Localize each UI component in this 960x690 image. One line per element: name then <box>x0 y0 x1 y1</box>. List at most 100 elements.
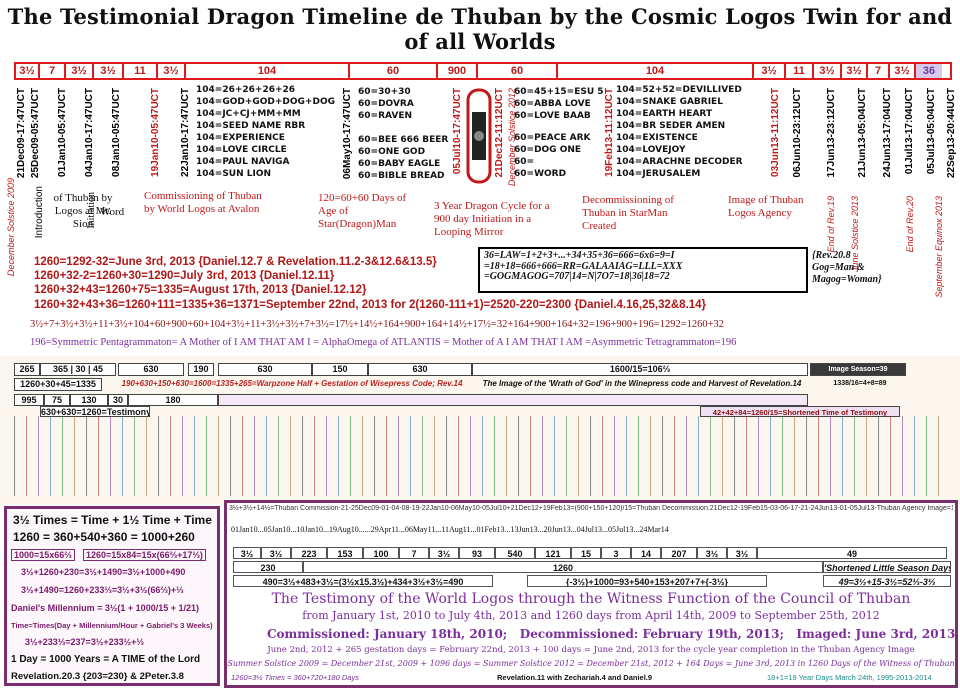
times-line: 3½+1490=1260+233⅓=3½+3½(66⅔)+⅓ <box>21 585 184 595</box>
eqbox-line: 36=LAW=1+2+3+...+34+35+36=666=6x6=9=I <box>484 250 675 261</box>
band-tick <box>770 416 771 496</box>
band-tick <box>170 416 171 496</box>
band-tick <box>398 416 399 496</box>
stack-line: 60=BEE 666 BEER <box>358 135 449 145</box>
law-equation-box: 36=LAW=1+2+3+...+34+35+36=666=6x6=9=I =1… <box>478 247 808 293</box>
date-label: 25Dec09-05:47UCT <box>30 88 41 179</box>
band-tick <box>314 416 315 496</box>
band-tick <box>494 416 495 496</box>
timeline-segment: 60 <box>478 64 558 78</box>
stack-104-right: 104=52+52=DEVILLIVED 104=SNAKE GABRIEL 104… <box>616 84 743 180</box>
band-tick <box>554 416 555 496</box>
band-cell: 150 <box>312 363 368 376</box>
band-tick <box>710 416 711 496</box>
band-tick <box>350 416 351 496</box>
timeline-segment: 3½ <box>158 64 186 78</box>
band-tick <box>326 416 327 496</box>
times-line: 1260 = 360+540+360 = 1000+260 <box>13 530 195 544</box>
testimony-subheading: from January 1st, 2010 to July 4th, 2013… <box>302 609 880 622</box>
date-label: 22Jan10-17:47UCT <box>180 88 191 177</box>
times-line: 1260=15x84=15x(66⅔+17⅓) <box>83 549 206 561</box>
band-tick <box>686 416 687 496</box>
value-cell: 3 <box>601 547 631 559</box>
mid-cell: 230 <box>233 561 303 573</box>
value-cell: 93 <box>459 547 495 559</box>
stack-line: 60=45+15=ESU 5 <box>514 87 604 97</box>
stack-line: 60=ONE GOD <box>358 147 426 157</box>
footer-text: Revelation.11 with Zechariah.4 and Danie… <box>497 673 653 682</box>
band-tick <box>902 416 903 496</box>
band-tick <box>74 416 75 496</box>
gestation-line: June 2nd, 2012 + 265 gestation days = Fe… <box>267 645 915 655</box>
band-tick <box>302 416 303 496</box>
band-tick <box>230 416 231 496</box>
band-tick <box>590 416 591 496</box>
times-line: Daniel's Millennium = 3½(1 + 1000/15 + 1… <box>11 603 199 613</box>
band-tick <box>818 416 819 496</box>
page-title: The Testimonial Dragon Timeline de Thuba… <box>7 4 953 54</box>
value-cell: 49 <box>757 547 947 559</box>
band-tick <box>458 416 459 496</box>
band-cell: 265 <box>14 363 40 376</box>
rev-note-line: Gog=Man & <box>812 262 865 273</box>
band-tick <box>842 416 843 496</box>
band-tick <box>890 416 891 496</box>
date-label: 01Jan10-05:47UCT <box>57 88 68 177</box>
date-label: 24Jun13-17:04UCT <box>882 88 893 178</box>
band-tick <box>698 416 699 496</box>
band-value: 365 <box>52 364 68 374</box>
date-label: 06Jun10-23:12UCT <box>792 88 803 178</box>
stack-line: 60=BABY EAGLE <box>358 159 441 169</box>
timeline-segment: 11 <box>124 64 158 78</box>
stack-line: 104=52+52=DEVILLIVED <box>616 85 742 95</box>
band-tick <box>218 416 219 496</box>
timeline-segment: 900 <box>438 64 478 78</box>
date-label: End of Rev.20 <box>905 196 915 253</box>
note-days-age: 120=60+60 Days of Age of Star(Dragon)Man <box>318 192 407 230</box>
band-cell: 995 <box>14 394 44 406</box>
timeline-segment: 3½ <box>890 64 916 78</box>
band-tick <box>518 416 519 496</box>
band-tick <box>542 416 543 496</box>
testimony-panel: 3½+3½+14½=Thuban Commission-21-25Dec09-0… <box>224 500 958 688</box>
band-tick <box>470 416 471 496</box>
stack-line: 104=ARACHNE DECODER <box>616 157 743 167</box>
date-label: 05Jul10-17:47UCT <box>452 88 463 175</box>
date-label: 19Jan10-05:47UCT <box>150 88 161 177</box>
band-caption: 190+630+150+630=1600=1335+265=Warpzone H… <box>121 379 463 388</box>
band-cell: 1338/16=4+8=89 <box>833 380 887 387</box>
testimony-heading: The Testimony of the World Logos through… <box>271 591 911 607</box>
timeline-segment: 3½ <box>814 64 842 78</box>
stack-line: 104=JC+CJ+MM+MM <box>196 109 301 119</box>
times-line: Time=Times(Day + Millennium/Hour + Gabri… <box>11 621 213 630</box>
band-cell: 630 <box>218 363 312 376</box>
band-tick <box>446 416 447 496</box>
times-line: 3½+233⅓=237=3½+233½+⅓ <box>25 637 144 647</box>
symmetric-line: 196=Symmetric Pentagrammaton= A Mother o… <box>30 337 737 348</box>
band-tick <box>530 416 531 496</box>
band-cell: 1260+30+45=1335 <box>14 378 102 391</box>
note-of-thuban: of Thuban by Logos at Mt. Sion <box>53 192 113 230</box>
band-tick <box>206 416 207 496</box>
date-label: 17Jun13-23:12UCT <box>826 88 837 178</box>
date-label: 19Feb13-11:12UCT <box>604 88 615 177</box>
timeline-segment: 104 <box>558 64 754 78</box>
band-tick <box>278 416 279 496</box>
timeline-segment: 7 <box>868 64 890 78</box>
value-cell: 223 <box>291 547 327 559</box>
band-cell-group: 365 | 30 | 45 <box>40 363 116 376</box>
band-tick <box>782 416 783 496</box>
band-tick <box>794 416 795 496</box>
stack-60-right-bottom: 60=PEACE ARK 60=DOG ONE 60= 60=WORD <box>514 132 591 180</box>
times-line: 1000=15x66⅔ <box>11 549 75 561</box>
band-tick <box>122 416 123 496</box>
date-label: Introduction <box>34 186 45 239</box>
timeline-segment: 3½ <box>66 64 94 78</box>
stack-line: 60= <box>514 157 535 167</box>
equation-line: 1260+32-2=1260+30=1290=July 3rd, 2013 {D… <box>34 270 335 282</box>
timeline-segment: 60 <box>350 64 438 78</box>
imaged-text: Imaged: June 3rd, 2013 <box>796 627 956 641</box>
band-tick <box>626 416 627 496</box>
band-cell: 630 <box>118 363 184 376</box>
band-tick <box>914 416 915 496</box>
